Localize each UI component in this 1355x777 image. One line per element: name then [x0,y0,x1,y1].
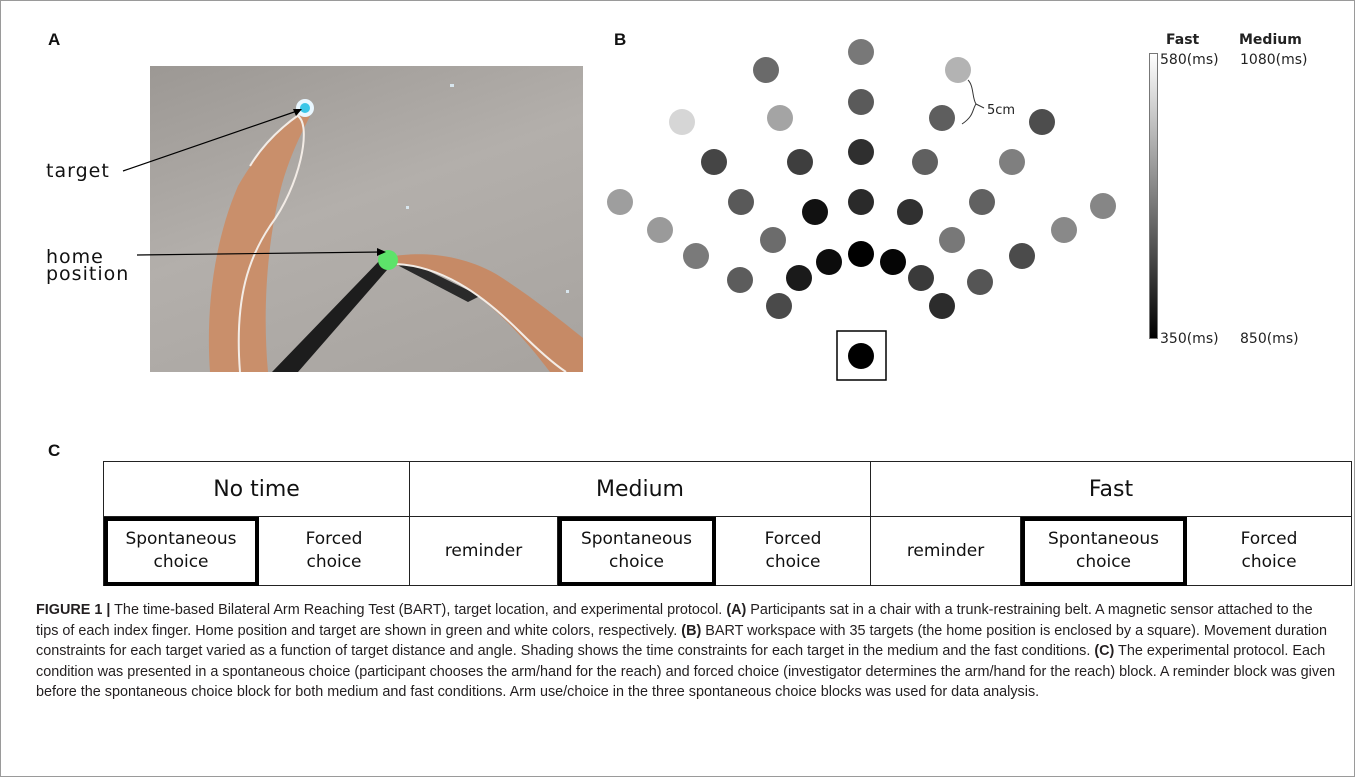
target-dot [728,189,754,215]
target-dot [939,227,965,253]
colorbar-top-fast: 580(ms) [1160,52,1219,68]
target-dot [967,269,993,295]
home-box [836,330,887,381]
caption-b-text: BART workspace with 35 targets (the home… [36,622,1328,660]
target-dot [669,109,695,135]
target-dot [786,265,812,291]
target-dot [766,293,792,319]
block-cell: reminder [409,516,558,586]
bart-photo [150,66,583,372]
panel-a-letter: A [48,30,61,49]
target-dot [1051,217,1077,243]
target-dot [897,199,923,225]
home-position-label-line1: home [46,246,104,268]
caption-b-tag: (B) [681,622,702,639]
target-dot [647,217,673,243]
target-dot [908,265,934,291]
block-cell: Forced choice [1185,516,1353,586]
block-cell: Spontaneous choice [557,516,716,586]
target-dot [929,293,955,319]
caption-a-text: Participants sat in a chair with a trunk… [36,602,1313,639]
target-label: target [46,160,110,182]
caption-c-text: The experimental protocol. Each conditio… [36,643,1336,701]
caption-a-tag: (A) [726,602,747,618]
panel-b-letter: B [614,30,627,49]
target-dot [1029,109,1055,135]
caption-c-tag: (C) [1094,643,1115,660]
colorbar-bottom-medium: 850(ms) [1240,331,1299,347]
target-dot [880,249,906,275]
group-no-time: No time [103,461,410,517]
colorbar-head-medium: Medium [1239,32,1302,48]
target-dot [760,227,786,253]
target-dot [607,189,633,215]
target-dot [701,149,727,175]
target-dots [607,39,1116,319]
target-dot [683,243,709,269]
target-dot [802,199,828,225]
scale-bracket [961,79,977,125]
caption-figure-label: FIGURE 1 | [36,602,111,618]
colorbar-top-medium: 1080(ms) [1240,52,1308,68]
target-dot [848,89,874,115]
target-dot [969,189,995,215]
target-dot [848,139,874,165]
target-dot [999,149,1025,175]
panel-c-letter: C [48,441,61,460]
block-cell: Forced choice [258,516,410,586]
block-cell: Spontaneous choice [103,516,259,586]
block-cell: reminder [870,516,1021,586]
caption-intro: The time-based Bilateral Arm Reaching Te… [110,602,727,618]
target-dot [727,267,753,293]
target-dot [848,39,874,65]
scale-label: 5cm [987,103,1015,118]
target-dot [787,149,813,175]
group-medium: Medium [409,461,871,517]
target-workspace: 5cm [607,39,1116,381]
home-position-label-line2: position [46,263,130,285]
target-dot [816,249,842,275]
figure-caption: FIGURE 1 | The time-based Bilateral Arm … [36,600,1336,703]
target-dot [848,241,874,267]
target-dot [1090,193,1116,219]
home-dot [848,343,874,369]
group-fast: Fast [869,461,1353,517]
target-dot [767,105,793,131]
target-dot [848,189,874,215]
time-colorbar [1149,53,1158,339]
colorbar-head-fast: Fast [1166,32,1200,48]
colorbar-bottom-fast: 350(ms) [1160,331,1219,347]
target-dot [945,57,971,83]
block-cell: Spontaneous choice [1020,516,1187,586]
target-dot [1009,243,1035,269]
target-dot [912,149,938,175]
protocol-table: No time Medium Fast Spontaneous choice Fo… [103,461,1353,586]
target-dot [753,57,779,83]
target-dot [929,105,955,131]
block-cell: Forced choice [715,516,871,586]
